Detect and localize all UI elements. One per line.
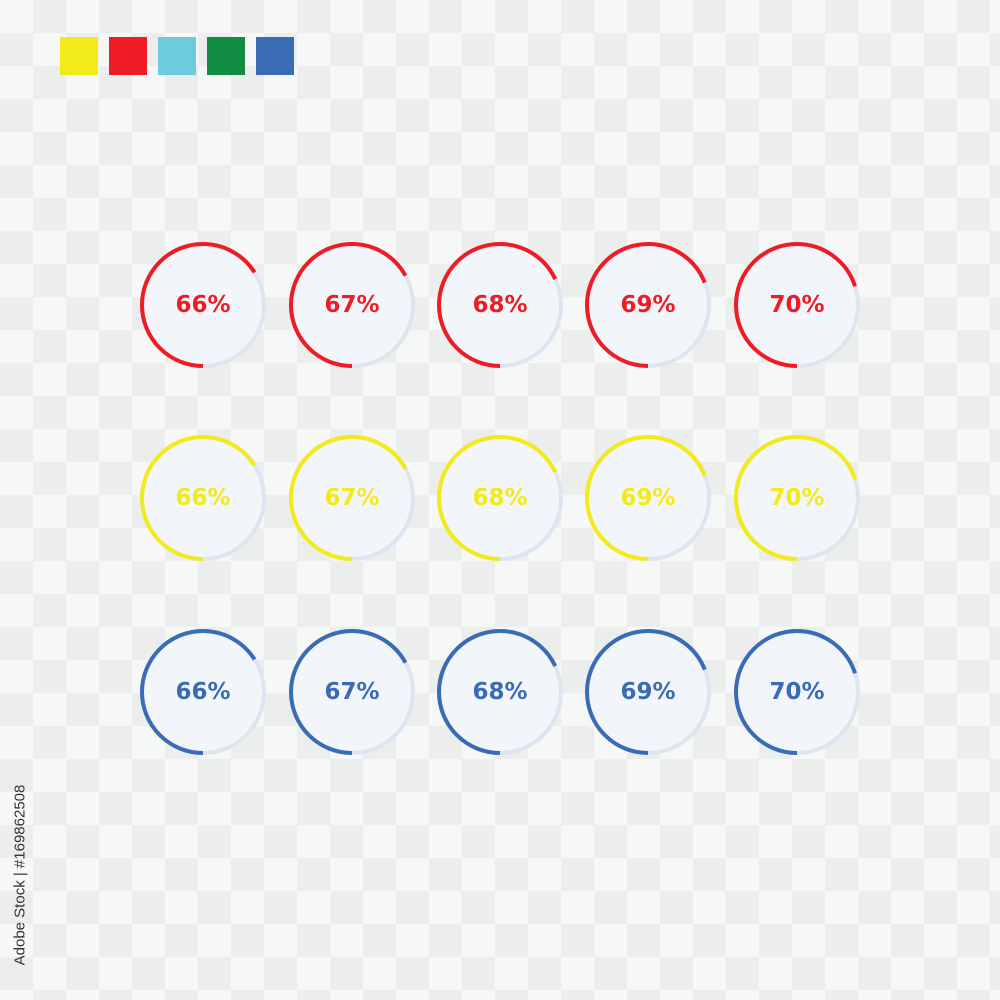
- ring-progress-arc: [585, 629, 711, 755]
- ring-percent-label: 70%: [769, 485, 825, 511]
- ring-progress-arc: [734, 435, 860, 561]
- progress-ring-68: [437, 242, 563, 368]
- ring-progress-arc: [289, 242, 415, 368]
- ring-percent-label: 66%: [175, 679, 231, 705]
- progress-ring-67: [289, 242, 415, 368]
- stock-credit-text: Adobe Stock | #169862508: [11, 784, 29, 966]
- ring-percent-label: 69%: [620, 679, 676, 705]
- ring-percent-label: 69%: [620, 485, 676, 511]
- ring-progress-arc: [140, 435, 266, 561]
- progress-ring-68: [437, 435, 563, 561]
- ring-progress-arc: [437, 435, 563, 561]
- ring-percent-label: 70%: [769, 679, 825, 705]
- ring-progress-arc: [437, 629, 563, 755]
- ring-progress-arc: [289, 435, 415, 561]
- ring-percent-label: 67%: [324, 292, 380, 318]
- ring-progress-arc: [140, 242, 266, 368]
- ring-progress-arc: [289, 629, 415, 755]
- ring-percent-label: 69%: [620, 292, 676, 318]
- progress-ring-66: [140, 435, 266, 561]
- swatch-blue: [256, 37, 294, 75]
- swatch-yellow: [60, 37, 98, 75]
- ring-percent-label: 66%: [175, 292, 231, 318]
- ring-percent-label: 67%: [324, 679, 380, 705]
- ring-percent-label: 67%: [324, 485, 380, 511]
- progress-ring-66: [140, 629, 266, 755]
- ring-progress-arc: [734, 242, 860, 368]
- color-swatch-palette: [60, 37, 294, 75]
- swatch-green: [207, 37, 245, 75]
- progress-ring-69: [585, 629, 711, 755]
- stock-credit: Adobe Stock | #169862508: [2, 750, 38, 1000]
- progress-ring-69: [585, 435, 711, 561]
- progress-ring-67: [289, 629, 415, 755]
- ring-progress-arc: [734, 629, 860, 755]
- swatch-red: [109, 37, 147, 75]
- progress-ring-69: [585, 242, 711, 368]
- ring-progress-arc: [585, 435, 711, 561]
- progress-ring-70: [734, 435, 860, 561]
- progress-ring-70: [734, 629, 860, 755]
- ring-percent-label: 68%: [472, 679, 528, 705]
- progress-ring-66: [140, 242, 266, 368]
- ring-percent-label: 70%: [769, 292, 825, 318]
- ring-progress-arc: [140, 629, 266, 755]
- ring-percent-label: 66%: [175, 485, 231, 511]
- progress-ring-68: [437, 629, 563, 755]
- ring-percent-label: 68%: [472, 292, 528, 318]
- swatch-light-blue: [158, 37, 196, 75]
- progress-ring-70: [734, 242, 860, 368]
- ring-progress-arc: [437, 242, 563, 368]
- ring-progress-arc: [585, 242, 711, 368]
- progress-ring-67: [289, 435, 415, 561]
- ring-percent-label: 68%: [472, 485, 528, 511]
